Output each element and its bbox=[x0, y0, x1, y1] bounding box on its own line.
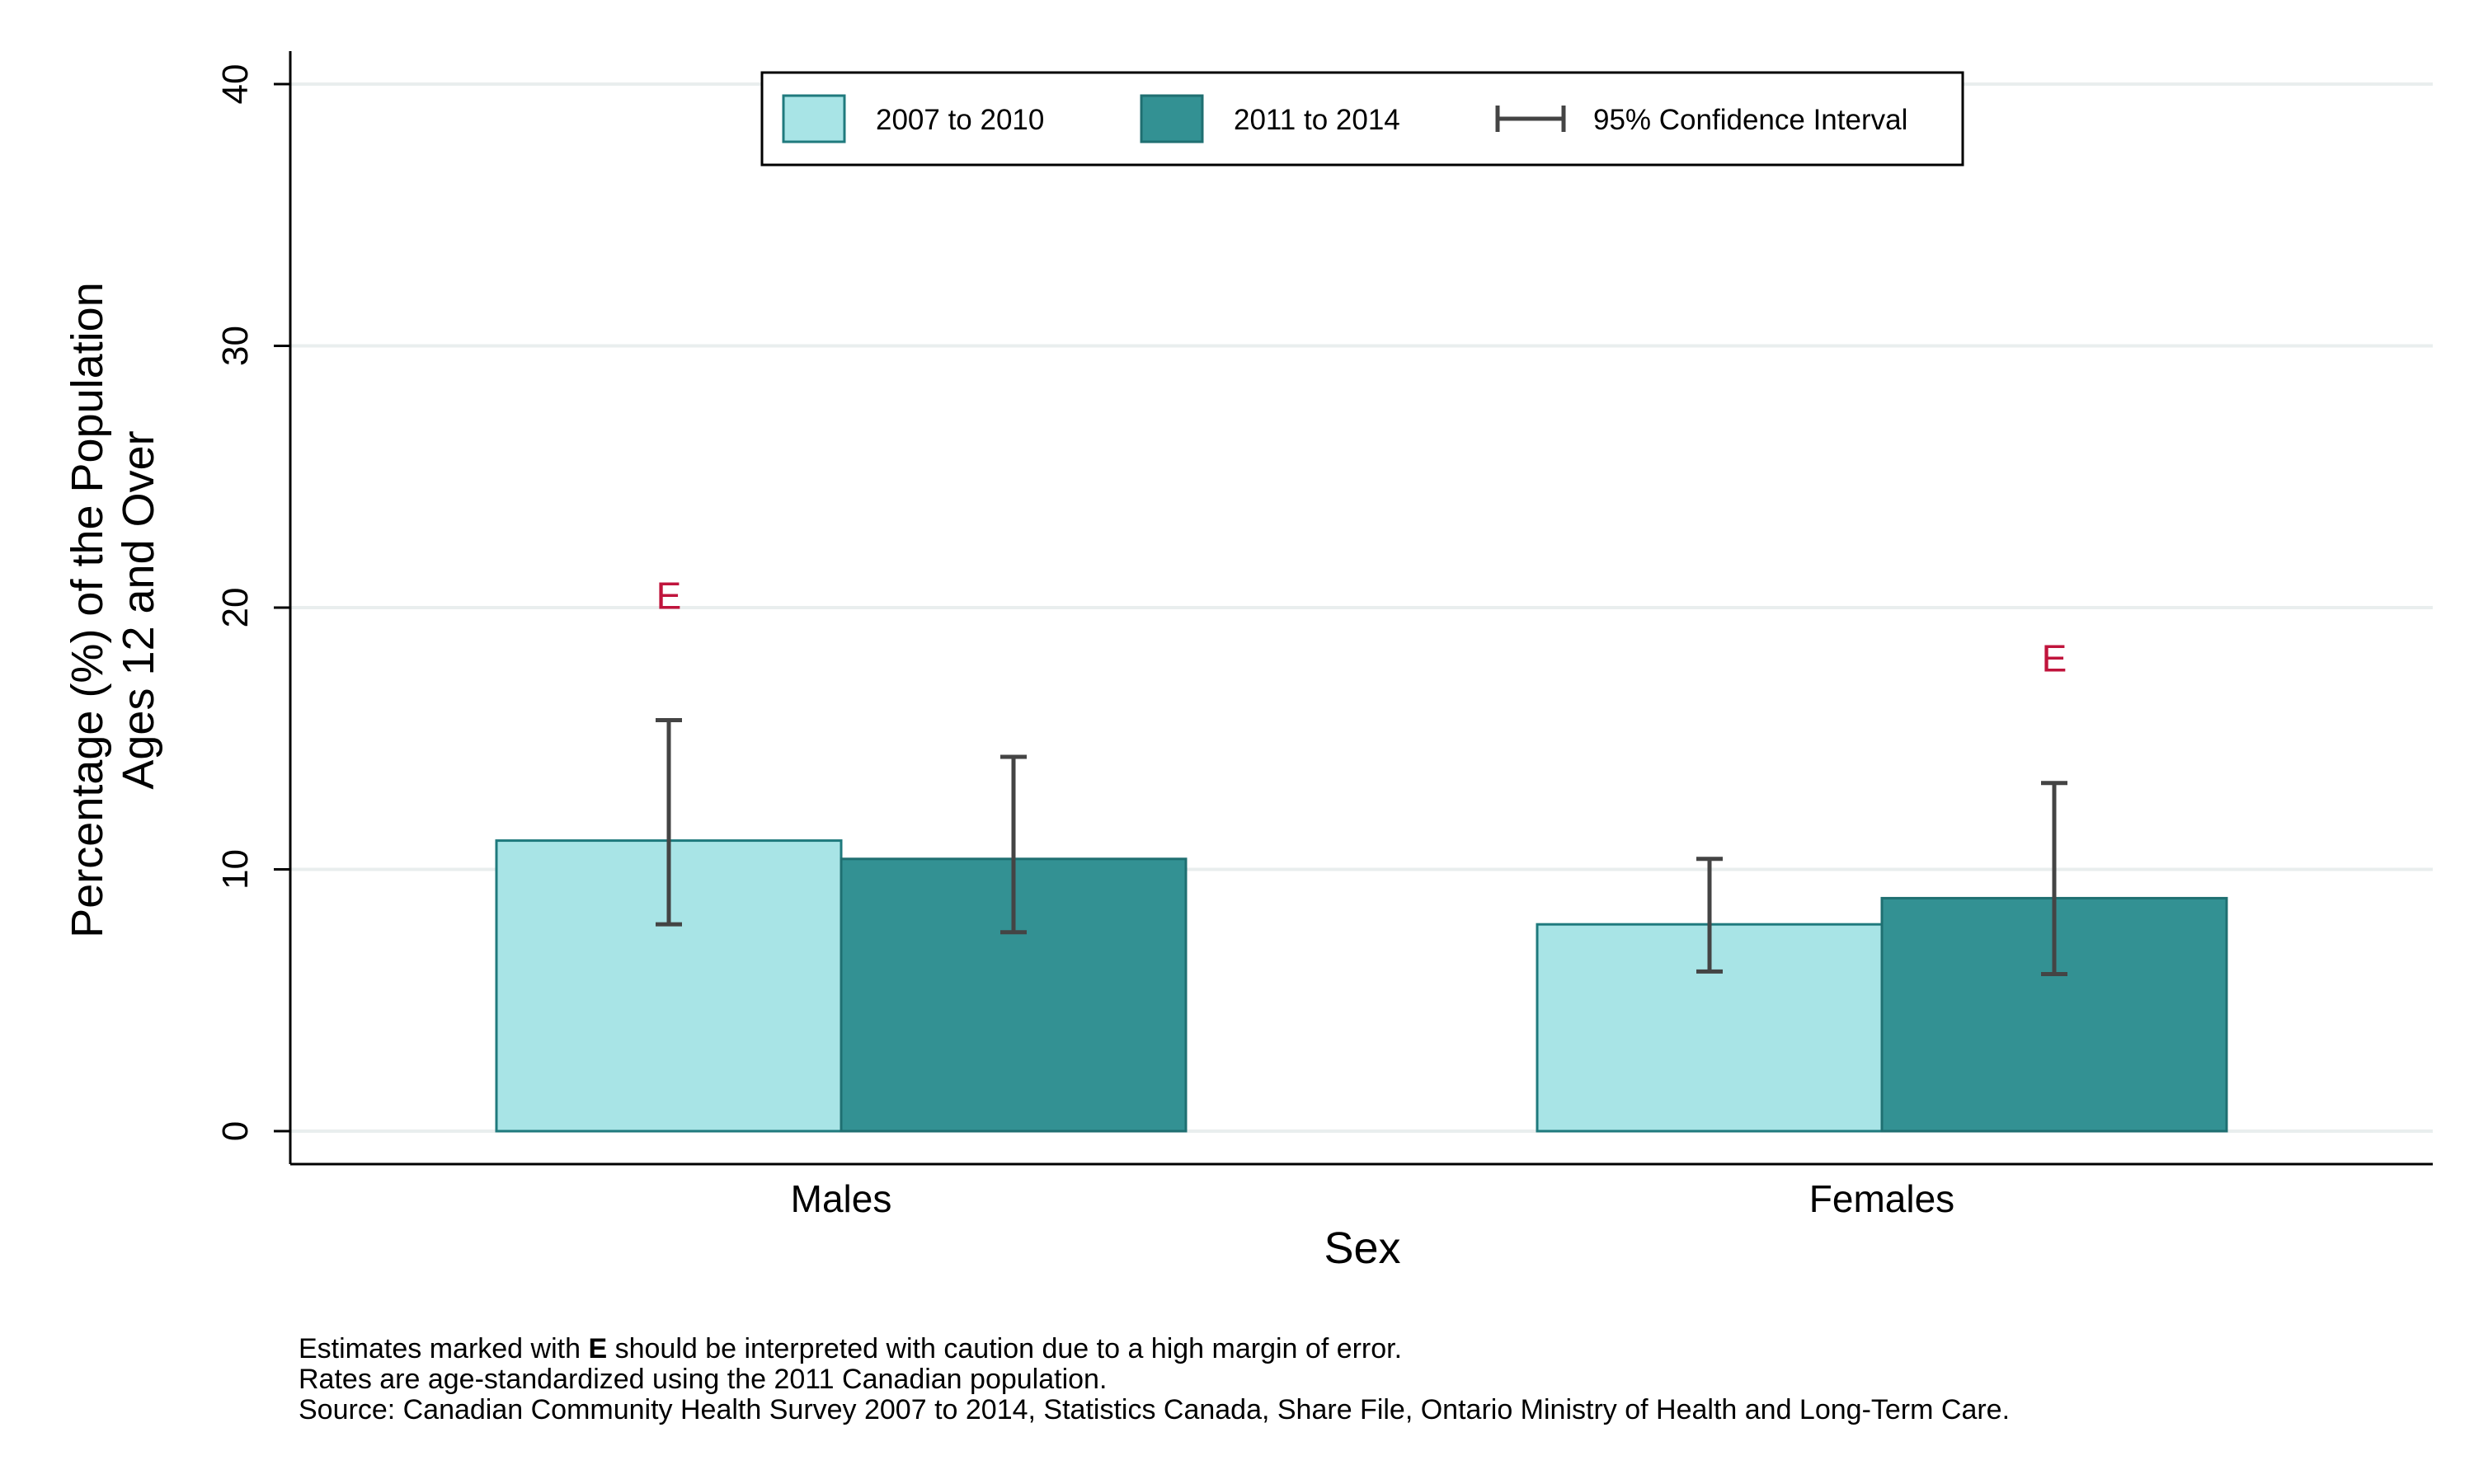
caution-marker-males-series-0: E bbox=[656, 575, 682, 618]
y-tick-label-30: 30 bbox=[215, 326, 256, 366]
y-tick-label-20: 20 bbox=[215, 588, 256, 628]
caution-markers: EE bbox=[656, 575, 2067, 680]
y-tick-label-0: 0 bbox=[215, 1121, 256, 1141]
y-tick-label-40: 40 bbox=[215, 64, 256, 105]
y-axis: 0 10 20 30 40 bbox=[215, 51, 292, 1164]
legend-label-2007-2010: 2007 to 2010 bbox=[876, 104, 1044, 136]
legend-swatch-2007-2010 bbox=[782, 94, 846, 143]
caution-marker-females-series-1: E bbox=[2042, 637, 2067, 680]
y-tick-label-10: 10 bbox=[215, 849, 256, 890]
error-bar-males-series-1 bbox=[1000, 754, 1027, 935]
footnotes: Estimates marked with E should be interp… bbox=[299, 1334, 2010, 1425]
legend-ci-symbol bbox=[1495, 106, 1566, 132]
footnote-source: Source: Canadian Community Health Survey… bbox=[299, 1394, 2011, 1425]
legend: 2007 to 2010 2011 to 2014 95% Confidence… bbox=[760, 71, 1964, 167]
error-bar-males-series-0 bbox=[656, 718, 682, 927]
legend-label-2011-2014: 2011 to 2014 bbox=[1234, 104, 1400, 136]
footnote-age-standardized: Rates are age-standardized using the 201… bbox=[299, 1364, 1108, 1395]
error-bars bbox=[656, 718, 2067, 976]
y-axis-title-line-2: Ages 12 and Over bbox=[114, 430, 163, 789]
error-bar-females-series-0 bbox=[1696, 857, 1723, 974]
y-axis-title-line-1: Percentage (%) of the Population bbox=[63, 282, 112, 938]
bars bbox=[495, 839, 2228, 1133]
legend-swatch-2011-2014 bbox=[1140, 94, 1204, 143]
x-axis-title: Sex bbox=[1324, 1223, 1400, 1273]
x-axis: Males Females bbox=[290, 1162, 2433, 1220]
legend-box bbox=[760, 71, 1964, 167]
x-tick-label-males: Males bbox=[791, 1177, 892, 1220]
x-tick-label-females: Females bbox=[1809, 1177, 1954, 1220]
footnote-caution: Estimates marked with E should be interp… bbox=[299, 1333, 1403, 1364]
error-bar-females-series-1 bbox=[2041, 781, 2067, 976]
legend-label-confidence-interval: 95% Confidence Interval bbox=[1593, 104, 1907, 136]
